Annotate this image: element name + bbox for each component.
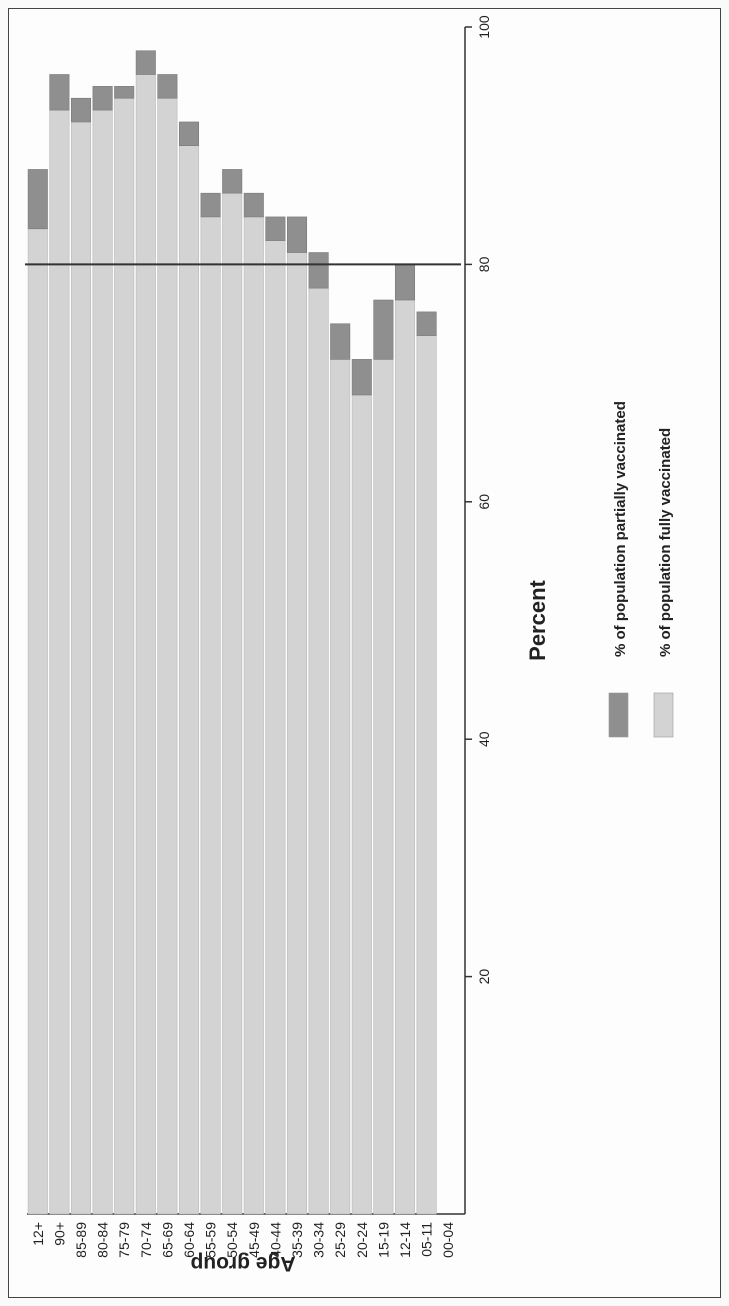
bar-fully-vaccinated xyxy=(222,192,243,1215)
bar-partially-vaccinated xyxy=(286,216,308,253)
y-tick-label: 15-19 xyxy=(375,1222,391,1258)
y-tick-label: 00-04 xyxy=(440,1222,456,1258)
bar-partially-vaccinated xyxy=(330,323,351,360)
x-tick-label: 40 xyxy=(476,731,492,747)
bar-partially-vaccinated xyxy=(92,86,113,111)
x-tick-label: 20 xyxy=(476,969,492,985)
bar-fully-vaccinated xyxy=(243,216,264,1215)
bar-partially-vaccinated xyxy=(243,192,264,218)
x-axis-title: Percent xyxy=(525,579,550,660)
chart-root: 12+ 90+ 85-89 80-84 75-79 70-74 65-69 60-64 55-5… xyxy=(25,15,674,1275)
bar-partially-vaccinated xyxy=(157,74,178,99)
chart-frame: 12+ 90+ 85-89 80-84 75-79 70-74 65-69 60-64 55-5… xyxy=(8,8,721,1298)
y-axis-title: Age group xyxy=(191,1252,296,1275)
y-tick-label: 75-79 xyxy=(116,1222,132,1258)
bar-fully-vaccinated xyxy=(200,216,221,1215)
bar-fully-vaccinated xyxy=(416,335,437,1215)
bar-fully-vaccinated xyxy=(157,97,178,1215)
y-tick-label: 60-64 xyxy=(181,1222,197,1258)
bar-partially-vaccinated xyxy=(200,192,221,218)
y-tick-label: 35-39 xyxy=(289,1222,305,1258)
bar-partially-vaccinated xyxy=(351,359,372,396)
y-tick-label: 65-69 xyxy=(159,1222,175,1258)
bar-fully-vaccinated xyxy=(265,240,286,1215)
bar-fully-vaccinated xyxy=(178,145,200,1215)
bar-fully-vaccinated xyxy=(286,252,308,1215)
x-tick-label: 100 xyxy=(476,15,492,39)
y-tick-label: 55-59 xyxy=(203,1222,219,1258)
y-tick-label: 85-89 xyxy=(73,1222,89,1258)
legend-label-partially: % of population partially vaccinated xyxy=(612,401,629,657)
y-tick-label: 50-54 xyxy=(224,1222,240,1258)
y-tick-label: 12+ xyxy=(30,1222,46,1246)
x-tick-label: 80 xyxy=(476,256,492,272)
bar-fully-vaccinated xyxy=(49,109,70,1215)
bar-fully-vaccinated xyxy=(92,109,113,1215)
bar-partially-vaccinated xyxy=(49,74,70,111)
bar-fully-vaccinated xyxy=(114,97,135,1215)
y-tick-label: 12-14 xyxy=(397,1222,413,1258)
legend-label-fully: % of population fully vaccinated xyxy=(657,428,674,657)
bar-fully-vaccinated xyxy=(394,299,416,1215)
y-tick-label: 25-29 xyxy=(332,1222,348,1258)
bar-fully-vaccinated xyxy=(135,74,156,1215)
x-tick-label: 60 xyxy=(476,494,492,510)
bar-partially-vaccinated xyxy=(394,264,416,301)
legend-swatch-partially xyxy=(608,692,629,738)
y-tick-label: 45-49 xyxy=(246,1222,262,1258)
vaccination-chart: 12+ 90+ 85-89 80-84 75-79 70-74 65-69 60-64 55-5… xyxy=(25,15,674,1275)
y-tick-label: 70-74 xyxy=(138,1222,154,1258)
bar-partially-vaccinated xyxy=(135,50,156,75)
bar-partially-vaccinated xyxy=(265,216,286,241)
bar-fully-vaccinated xyxy=(373,359,394,1215)
bar-partially-vaccinated xyxy=(416,311,437,336)
y-tick-label: 30-34 xyxy=(311,1222,327,1258)
legend-swatch-fully xyxy=(653,692,674,738)
bar-partially-vaccinated xyxy=(70,97,92,123)
bar-partially-vaccinated xyxy=(114,86,135,99)
bar-partially-vaccinated xyxy=(308,252,329,289)
bar-partially-vaccinated xyxy=(373,299,394,360)
bar-fully-vaccinated xyxy=(308,287,329,1215)
bar-fully-vaccinated xyxy=(351,394,372,1215)
y-tick-label: 20-24 xyxy=(354,1222,370,1258)
bar-partially-vaccinated xyxy=(178,121,200,146)
y-tick-label: 05-11 xyxy=(419,1222,435,1257)
bar-fully-vaccinated xyxy=(27,228,48,1215)
y-tick-label: 80-84 xyxy=(95,1222,111,1258)
bar-fully-vaccinated xyxy=(330,359,351,1215)
y-tick-label: 90+ xyxy=(51,1222,67,1246)
y-tick-label: 40-44 xyxy=(267,1222,283,1258)
bar-partially-vaccinated xyxy=(27,169,48,230)
bar-partially-vaccinated xyxy=(222,169,243,194)
bar-fully-vaccinated xyxy=(70,121,92,1215)
